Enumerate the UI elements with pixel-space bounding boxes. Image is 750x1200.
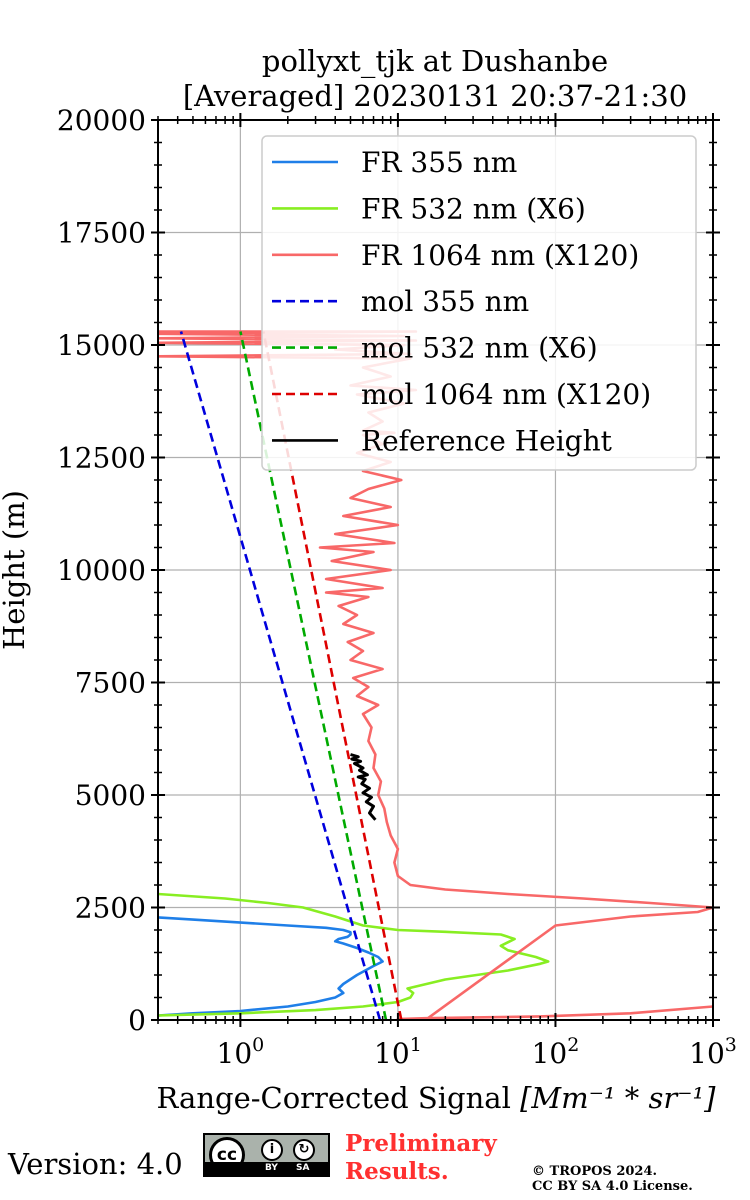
legend-label: FR 532 nm (X6) bbox=[361, 192, 586, 225]
copyright: © TROPOS 2024. CC BY SA 4.0 License. bbox=[532, 1164, 693, 1194]
legend-label: Reference Height bbox=[361, 424, 613, 457]
legend: FR 355 nm FR 532 nm (X6) FR 1064 nm (X120)… bbox=[261, 135, 697, 471]
y-tick-label: 0 bbox=[128, 1004, 146, 1037]
legend-label: mol 1064 nm (X120) bbox=[361, 378, 651, 411]
series-line-mol-355-nm bbox=[179, 331, 382, 1020]
footer: Version: 4.0 cc i ↻ BY SA Preliminary Re… bbox=[0, 1125, 750, 1200]
badge-sa: SA bbox=[296, 1163, 310, 1173]
series-line-mol-1064-nm-x120 bbox=[262, 331, 403, 1020]
legend-label: mol 355 nm bbox=[361, 285, 529, 318]
chart: pollyxt_tjk at Dushanbe [Averaged] 20230… bbox=[0, 44, 737, 1115]
x-tick-label: 100 bbox=[217, 1034, 265, 1070]
y-tick-label: 12500 bbox=[57, 442, 146, 475]
y-tick-label: 15000 bbox=[57, 329, 146, 362]
chart-title-line2: [Averaged] 20230131 20:37-21:30 bbox=[183, 79, 687, 113]
badge-by: BY bbox=[265, 1163, 278, 1173]
y-tick-label: 10000 bbox=[57, 554, 146, 587]
preliminary-line1: Preliminary bbox=[345, 1130, 497, 1157]
x-axis-label: Range-Corrected Signal [Mm⁻¹ * sr⁻¹] bbox=[157, 1081, 717, 1115]
x-tick-label: 103 bbox=[689, 1034, 737, 1070]
series-line-fr-532-nm-x6 bbox=[158, 892, 550, 1017]
badge-bar bbox=[205, 1162, 328, 1175]
legend-box bbox=[261, 135, 697, 471]
legend-label: FR 1064 nm (X120) bbox=[361, 239, 639, 272]
preliminary-line2: Results. bbox=[345, 1158, 449, 1185]
y-tick-label: 2500 bbox=[75, 892, 146, 925]
x-tick-label: 102 bbox=[532, 1034, 580, 1070]
x-axis-label-text: Range-Corrected Signal bbox=[157, 1081, 521, 1115]
x-axis-label-math: [Mm⁻¹ * sr⁻¹] bbox=[520, 1081, 716, 1115]
copyright-line1: © TROPOS 2024. bbox=[532, 1164, 658, 1179]
version-label: Version: 4.0 bbox=[8, 1147, 183, 1181]
person-icon: i bbox=[261, 1139, 283, 1161]
y-tick-label: 7500 bbox=[75, 667, 146, 700]
series-line-mol-532-nm-x6 bbox=[239, 331, 388, 1020]
legend-label: FR 355 nm bbox=[361, 146, 517, 179]
series-line-fr-355-nm bbox=[158, 916, 384, 1017]
y-tick-label: 17500 bbox=[57, 217, 146, 250]
y-axis-label: Height (m) bbox=[0, 490, 31, 650]
legend-label: mol 532 nm (X6) bbox=[361, 332, 598, 365]
cc-by-sa-badge: cc i ↻ BY SA bbox=[203, 1133, 330, 1177]
preliminary-results: Preliminary Results. bbox=[345, 1130, 497, 1186]
chart-title-line1: pollyxt_tjk at Dushanbe bbox=[262, 44, 608, 79]
x-tick-label: 101 bbox=[374, 1034, 422, 1070]
series-line-reference-height bbox=[350, 753, 377, 821]
y-tick-label: 20000 bbox=[57, 104, 146, 137]
y-tick-label: 5000 bbox=[75, 779, 146, 812]
share-alike-icon: ↻ bbox=[293, 1139, 315, 1161]
copyright-line2: CC BY SA 4.0 License. bbox=[532, 1179, 693, 1194]
